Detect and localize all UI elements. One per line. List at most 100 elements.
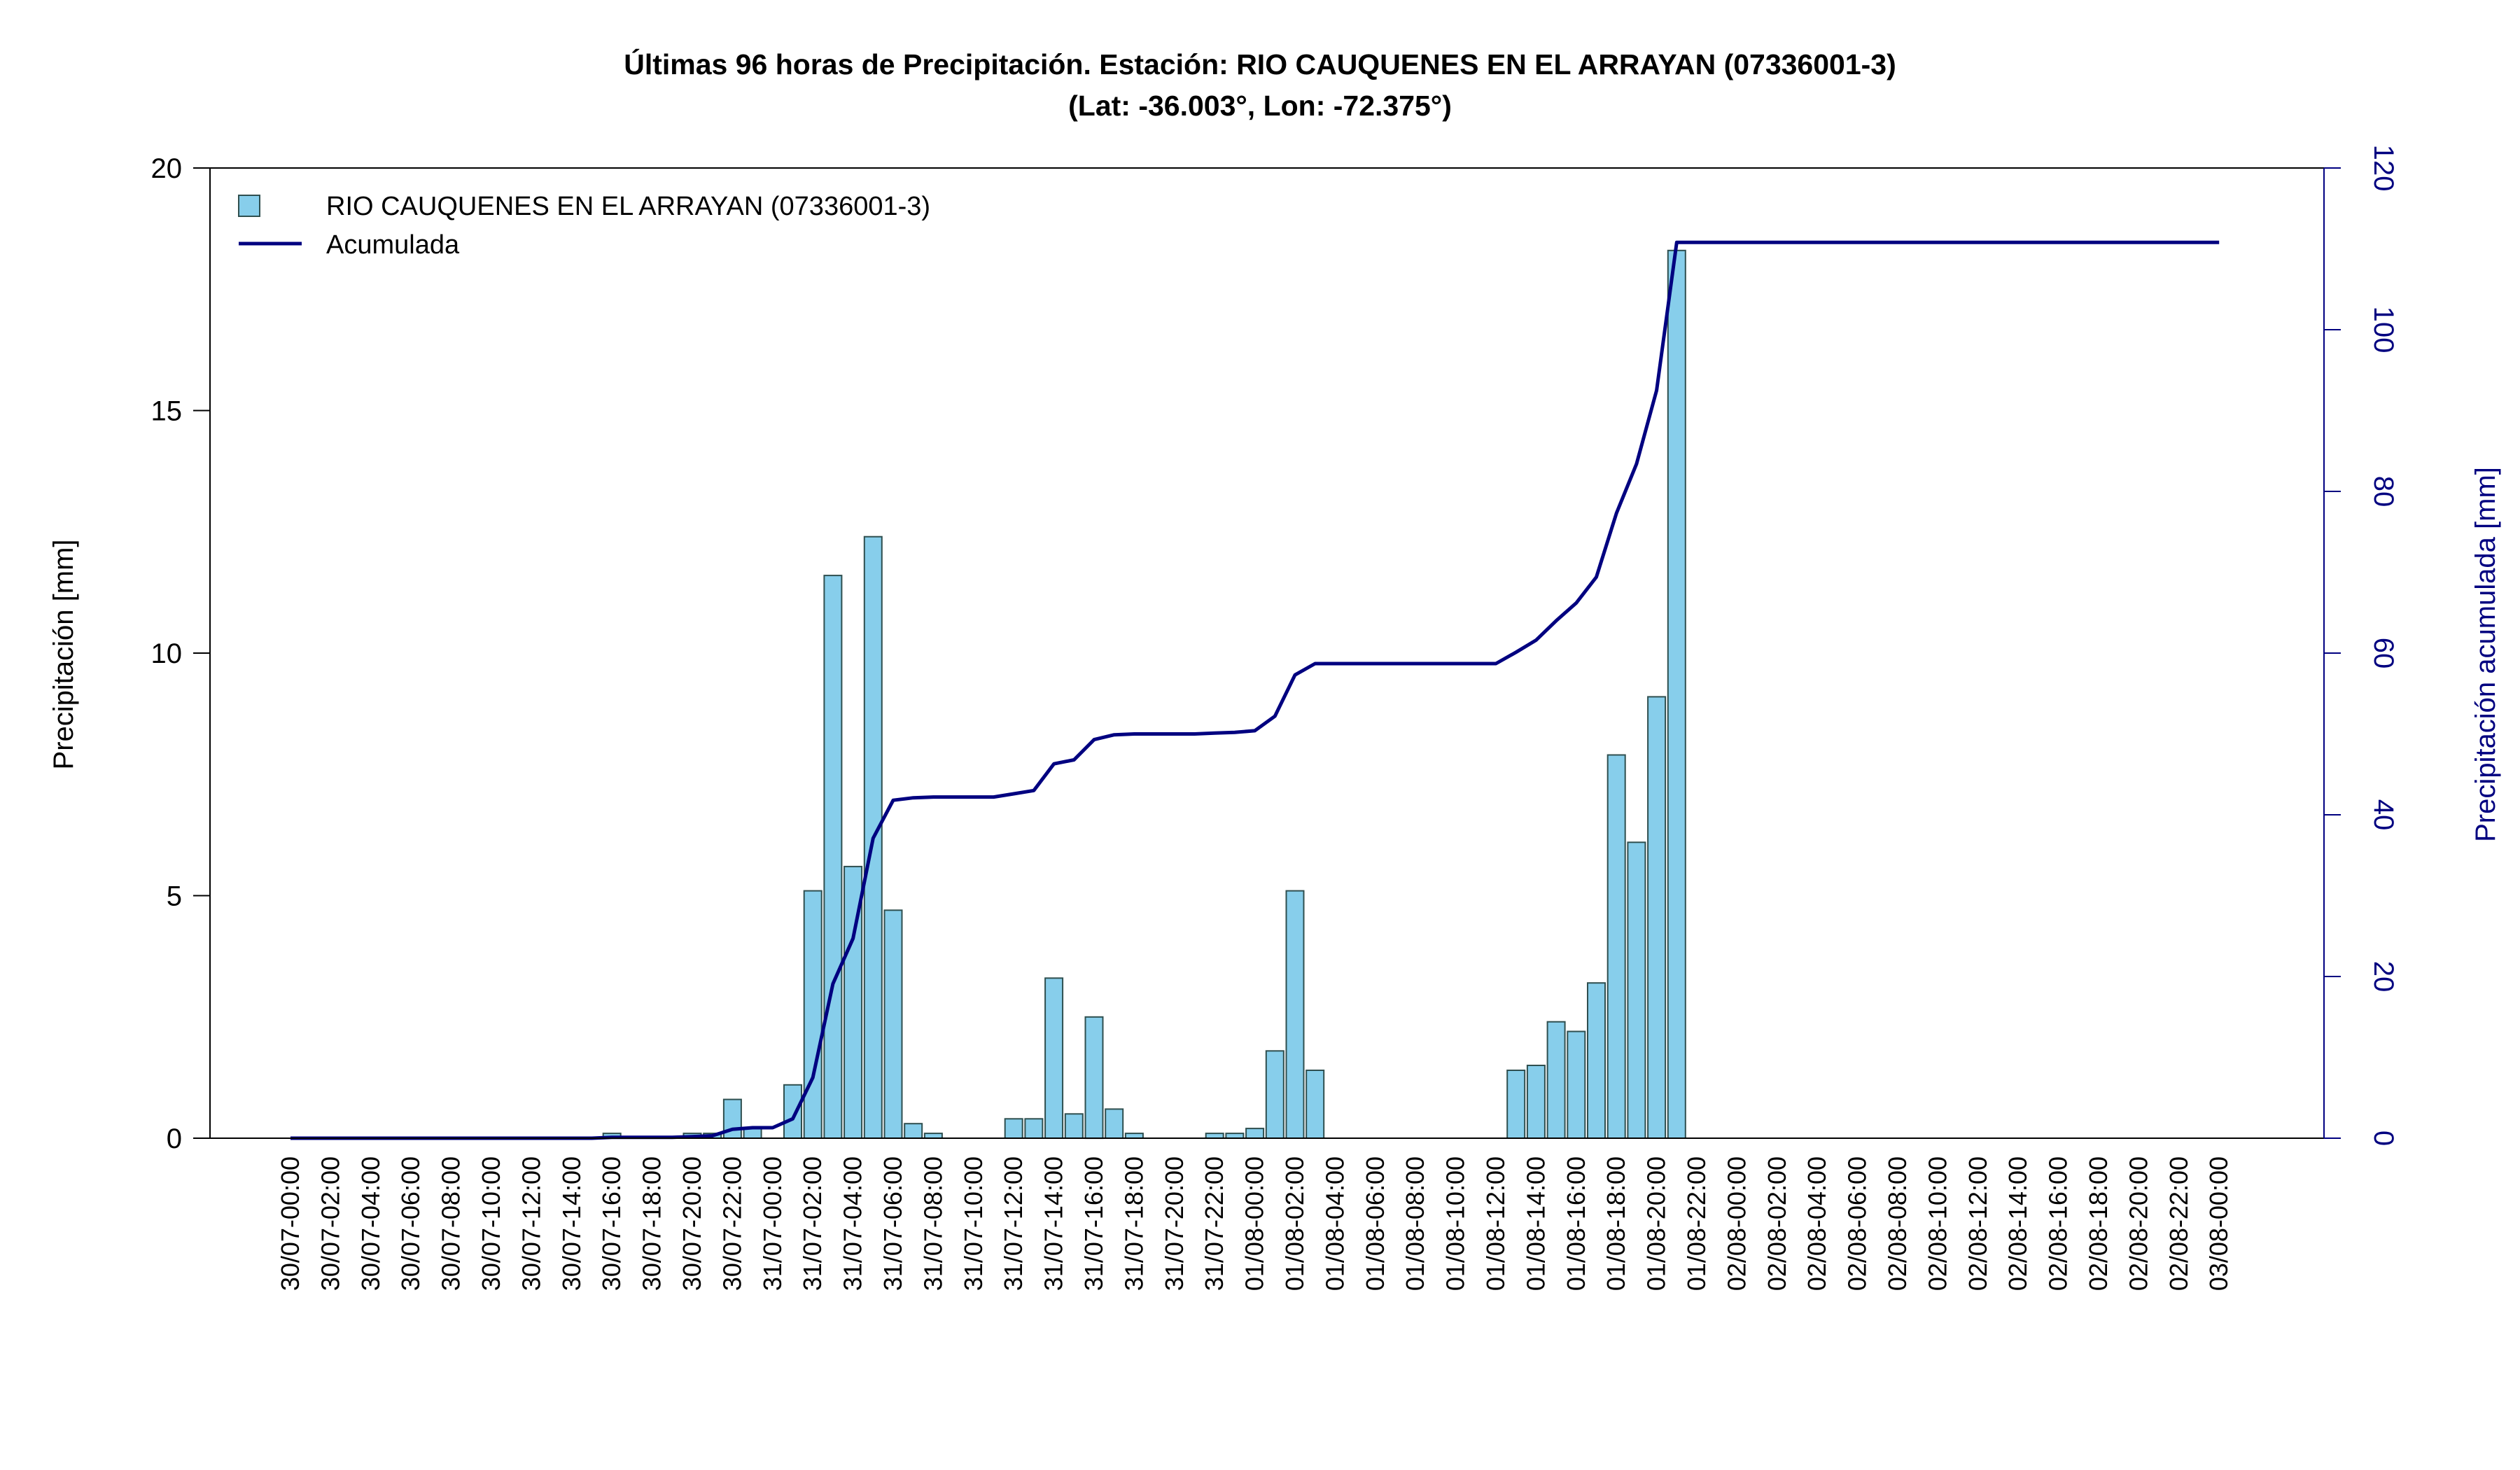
x-tick-label-52: 01/08-04:00 [1320,1156,1349,1291]
right-tick-label-20: 20 [2368,961,2399,993]
precip-bar-40 [1084,1016,1104,1140]
left-tick-label-20: 20 [151,153,183,184]
x-tick-label-6: 30/07-06:00 [396,1156,425,1291]
right-tick-label-100: 100 [2368,307,2399,354]
x-tick-label-20: 30/07-20:00 [678,1156,706,1291]
precip-bar-65 [1587,982,1606,1139]
precip-bar-50 [1285,890,1305,1139]
precip-bar-66 [1606,754,1626,1139]
x-tick-label-64: 01/08-16:00 [1562,1156,1590,1291]
precip-bar-46 [1205,1133,1224,1139]
x-tick-label-22: 30/07-22:00 [718,1156,746,1291]
x-tick-label-88: 02/08-16:00 [2044,1156,2073,1291]
left-tick-label-10: 10 [151,638,183,669]
precip-bar-26 [803,890,822,1139]
right-tick-label-80: 80 [2368,476,2399,507]
x-tick-label-38: 31/07-14:00 [1040,1156,1068,1291]
precip-bar-37 [1024,1118,1044,1140]
right-tick-label-0: 0 [2368,1130,2399,1146]
x-tick-label-66: 01/08-18:00 [1602,1156,1630,1291]
x-tick-label-40: 31/07-16:00 [1079,1156,1108,1291]
x-tick-label-94: 02/08-22:00 [2164,1156,2193,1291]
left-tick-label-15: 15 [151,396,183,427]
x-tick-label-42: 31/07-18:00 [1119,1156,1148,1291]
left-tick-label-0: 0 [167,1124,182,1154]
precip-bar-36 [1004,1118,1023,1140]
cumulative-line-series [290,240,2220,1140]
x-tick-label-76: 02/08-04:00 [1802,1156,1831,1291]
precip-bar-27 [823,575,843,1139]
x-tick-label-58: 01/08-10:00 [1441,1156,1470,1291]
x-tick-label-90: 02/08-18:00 [2084,1156,2113,1291]
precip-bar-69 [1667,249,1686,1139]
x-tick-label-70: 01/08-22:00 [1682,1156,1711,1291]
x-tick-label-48: 01/08-00:00 [1240,1156,1269,1291]
precip-bar-61 [1506,1070,1526,1139]
x-tick-label-82: 02/08-10:00 [1923,1156,1952,1291]
x-tick-label-18: 30/07-18:00 [638,1156,666,1291]
x-tick-label-60: 01/08-12:00 [1481,1156,1510,1291]
x-tick-label-96: 03/08-00:00 [2204,1156,2233,1291]
precip-bar-68 [1647,696,1667,1139]
precip-bar-42 [1124,1133,1144,1139]
x-tick-label-84: 02/08-12:00 [1963,1156,1992,1291]
x-tick-label-0: 30/07-00:00 [276,1156,304,1291]
precip-bar-67 [1627,841,1646,1140]
x-tick-label-14: 30/07-14:00 [557,1156,586,1291]
x-tick-label-80: 02/08-08:00 [1883,1156,1912,1291]
cumulative-line [290,240,2220,1140]
x-tick-label-78: 02/08-06:00 [1843,1156,1872,1291]
x-tick-label-92: 02/08-20:00 [2124,1156,2152,1291]
x-tick-label-54: 01/08-06:00 [1361,1156,1390,1291]
x-tick-label-74: 02/08-02:00 [1763,1156,1791,1291]
precip-bar-32 [923,1133,943,1139]
precip-bar-62 [1526,1065,1546,1139]
x-tick-label-8: 30/07-08:00 [437,1156,465,1291]
x-tick-label-34: 31/07-10:00 [959,1156,988,1291]
right-tick-label-120: 120 [2368,145,2399,192]
precip-bar-31 [904,1123,923,1139]
x-axis-labels: 30/07-00:00 30/07-02:00 30/07-04:00 30/07-0… [276,1156,2233,1291]
precip-bar-51 [1306,1070,1325,1139]
precip-bar-39 [1064,1113,1084,1140]
left-tick-label-5: 5 [167,881,182,912]
x-tick-label-10: 30/07-10:00 [477,1156,505,1291]
left-axis-label: Precipitación [mm] [48,540,79,770]
precip-bar-30 [883,909,903,1140]
x-tick-label-72: 02/08-00:00 [1722,1156,1751,1291]
legend-bar-label: RIO CAUQUENES EN EL ARRAYAN (07336001-3) [326,192,930,221]
x-tick-label-68: 01/08-20:00 [1642,1156,1671,1291]
precip-bar-38 [1044,977,1064,1140]
bar-series [602,249,1686,1140]
precip-bar-49 [1265,1050,1284,1140]
x-tick-label-24: 31/07-00:00 [758,1156,787,1291]
precip-bar-64 [1567,1030,1586,1139]
right-y-axis: 0 20 40 60 80 100 120 [2323,145,2399,1146]
left-y-axis: 0 5 10 15 20 [151,153,2324,1154]
chart-title-line2: (Lat: -36.003°, Lon: -72.375°) [1068,90,1452,122]
x-tick-label-2: 30/07-02:00 [316,1156,344,1291]
precip-bar-41 [1105,1108,1124,1140]
x-tick-label-12: 30/07-12:00 [517,1156,545,1291]
x-tick-label-32: 31/07-08:00 [918,1156,947,1291]
x-tick-label-26: 31/07-02:00 [798,1156,827,1291]
x-tick-label-86: 02/08-14:00 [2003,1156,2032,1291]
x-tick-label-62: 01/08-14:00 [1521,1156,1550,1291]
x-tick-label-56: 01/08-08:00 [1401,1156,1429,1291]
right-axis-label: Precipitación acumulada [mm] [2470,467,2501,842]
legend-line-label: Acumulada [326,230,460,260]
x-tick-label-46: 31/07-22:00 [1200,1156,1228,1291]
chart-title-line1: Últimas 96 horas de Precipitación. Estac… [624,48,1896,80]
x-tick-label-28: 31/07-04:00 [839,1156,867,1291]
right-tick-label-40: 40 [2368,799,2399,831]
x-tick-label-44: 31/07-20:00 [1160,1156,1189,1291]
x-tick-label-36: 31/07-12:00 [999,1156,1028,1291]
x-tick-label-30: 31/07-06:00 [878,1156,907,1291]
precip-bar-47 [1225,1133,1245,1139]
x-tick-label-16: 30/07-16:00 [597,1156,626,1291]
precip-bar-48 [1245,1128,1265,1139]
x-tick-label-4: 30/07-04:00 [356,1156,385,1291]
x-tick-label-50: 01/08-02:00 [1280,1156,1309,1291]
precip-bar-63 [1546,1021,1566,1139]
